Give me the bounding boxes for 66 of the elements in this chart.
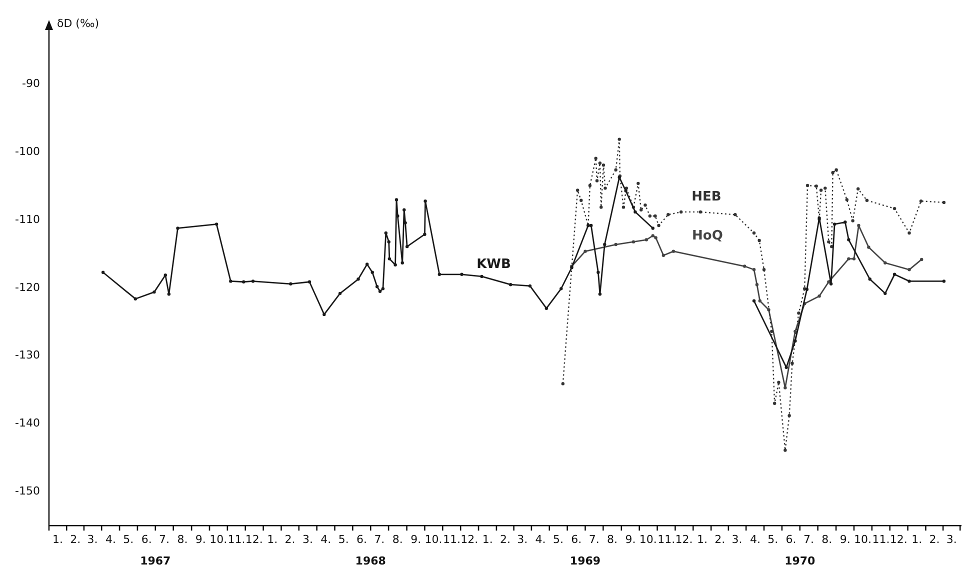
x-tick-label: 11. [872,533,890,546]
y-tick-label: -90 [22,77,40,90]
y-tick-label: -140 [14,416,40,430]
x-tick-label: 8. [177,533,188,546]
x-tick-label: 8. [392,533,403,546]
x-tick-label: 2. [70,533,81,546]
x-tick-label: 3. [87,533,98,546]
x-tick-label: 12. [460,533,478,546]
x-tick-label: 10. [639,533,657,546]
x-tick-label: 4. [750,533,760,546]
x-tick-label: 2. [714,533,726,546]
x-tick-label: 6. [141,533,152,546]
x-tick-label: 10. [424,533,442,546]
x-tick-label: 3. [302,533,313,546]
x-tick-label: 3. [732,533,742,546]
x-tick-label: 1. [267,533,278,546]
x-tick-label: 6. [356,533,368,546]
x-tick-label: 6. [571,533,582,546]
x-tick-label: 9. [195,533,206,546]
x-tick-label: 7. [158,533,170,546]
x-tick-label: 5. [768,533,778,546]
x-tick-label: 5. [552,533,564,546]
x-tick-label: 2. [929,533,940,546]
series-label: HoQ [692,228,723,244]
x-tick-label: 12. [245,533,263,546]
y-tick-label: -120 [14,280,40,294]
series-label: KWB [476,256,511,272]
x2-tick-label: 1969 [570,554,601,568]
x-tick-label: 9. [625,533,636,546]
x-tick-label: 6. [786,533,796,546]
y-tick-label: -100 [14,145,40,158]
series-label: HEB [692,189,722,204]
x-tick-label: 7. [588,533,600,546]
x-tick-label: 8. [822,533,832,546]
x-tick-label: 2. [284,533,296,546]
x-tick-label: 5. [123,533,134,546]
x-tick-label: 9. [840,533,850,546]
x-tick-label: 11. [658,533,676,546]
x-tick-label: 10. [210,533,228,546]
x-tick-label: 11. [443,533,461,546]
x-tick-label: 4. [105,533,116,546]
x-tick-label: 1. [482,533,493,546]
x-tick-label: 8. [607,533,618,546]
x-tick-label: 12. [675,533,693,546]
y-tick-label: -130 [14,348,40,362]
y-tick-label: -150 [14,484,40,498]
x2-tick-label: 1970 [784,554,816,568]
x-tick-label: 12. [890,533,908,546]
x2-tick-label: 1967 [140,554,171,568]
x-tick-label: 9. [410,533,422,546]
x-tick-label: 2. [500,533,511,546]
x-tick-label: 1. [52,533,64,546]
x-tick-label: 3. [517,533,528,546]
x2-tick-label: 1968 [355,554,386,568]
x-tick-label: 10. [854,533,872,546]
x-tick-label: 1. [912,533,922,546]
x-tick-label: 3. [946,533,957,546]
x-tick-label: 5. [338,533,349,546]
x-tick-label: 1. [697,533,708,546]
x-tick-label: 4. [535,533,546,546]
x-tick-label: 7. [803,533,814,546]
x-tick-label: 7. [374,533,385,546]
x-tick-label: 11. [228,533,246,546]
x-tick-label: 4. [320,533,332,546]
y-tick-label: -110 [14,212,40,226]
y-axis-title: δD (‰) [56,16,100,30]
